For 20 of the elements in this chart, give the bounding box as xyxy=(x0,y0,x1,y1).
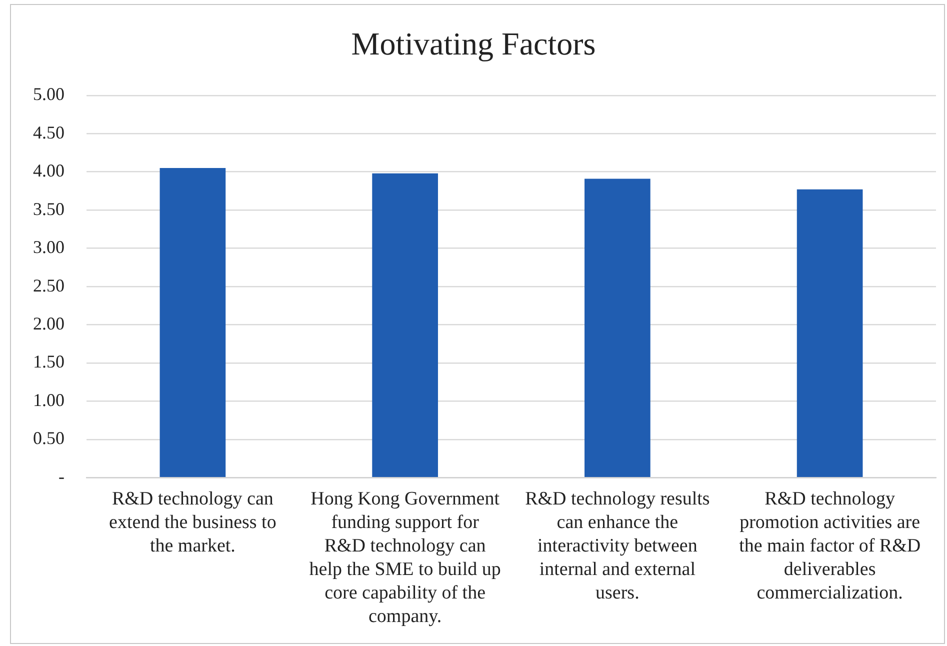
y-tick-label: 3.00 xyxy=(33,237,64,258)
bar xyxy=(160,168,226,478)
y-tick-label: 2.50 xyxy=(33,275,64,296)
y-tick-label: 5.00 xyxy=(33,84,64,104)
chart-title: Motivating Factors xyxy=(351,26,596,62)
bar xyxy=(796,189,863,478)
x-tick-label: Hong Kong Government funding support for R&D technology can help the SME to build up core capability of the company. xyxy=(309,488,501,628)
bar xyxy=(584,178,650,478)
y-tick-label: - xyxy=(58,466,64,486)
y-tick-label: 2.00 xyxy=(33,313,64,334)
y-tick-label: 1.50 xyxy=(33,352,64,372)
y-tick-label: 1.00 xyxy=(33,390,64,410)
y-tick-label: 3.50 xyxy=(33,198,64,219)
x-tick-label: R&D technology results can enhance the interactivity between internal and external users. xyxy=(525,488,710,604)
x-tick-label: R&D technology can extend the business to the market. xyxy=(109,488,276,557)
y-tick-label: 4.50 xyxy=(33,122,64,142)
y-tick-label: 4.00 xyxy=(33,160,64,181)
bar xyxy=(372,173,438,478)
x-tick-label: R&D technology promotion activities are the main factor of R&D deliverables commercialization. xyxy=(739,488,921,604)
y-tick-label: 0.50 xyxy=(33,428,64,448)
